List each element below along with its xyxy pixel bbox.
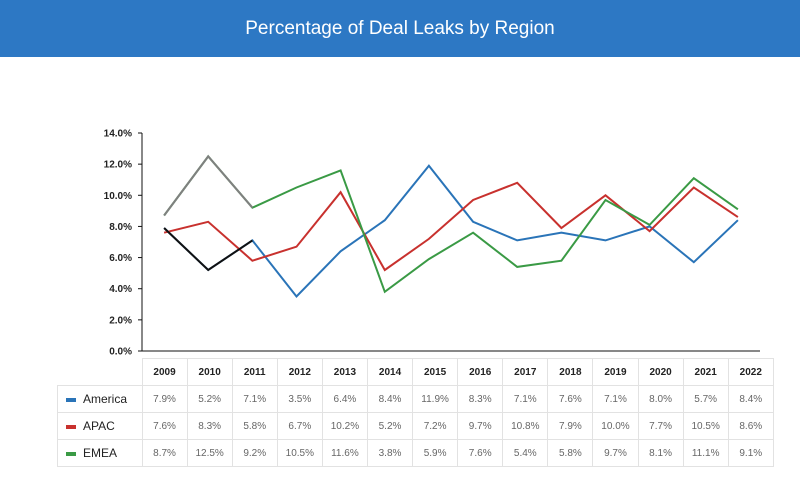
data-label: 8.4% [727, 385, 774, 413]
data-label: 8.3% [186, 412, 233, 440]
data-label: 11.6% [321, 439, 368, 467]
series-name: America [83, 392, 128, 406]
x-category-label: 2020 [637, 358, 684, 386]
chart-title: Percentage of Deal Leaks by Region [245, 17, 555, 39]
x-category-label: 2016 [457, 358, 504, 386]
y-tick-label: 2.0% [109, 315, 132, 326]
data-label: 10.8% [502, 412, 549, 440]
legend-swatch [66, 397, 76, 402]
legend-label: America [57, 385, 143, 413]
data-label: 10.5% [276, 439, 323, 467]
data-label: 7.2% [412, 412, 459, 440]
x-category-label: 2011 [231, 358, 278, 386]
x-category-label: 2012 [276, 358, 323, 386]
data-label: 8.3% [457, 385, 504, 413]
data-label: 10.5% [682, 412, 729, 440]
data-label: 11.1% [682, 439, 729, 467]
data-label: 8.4% [366, 385, 414, 413]
y-tick-label: 14.0% [104, 129, 132, 140]
table-header-row: 2009 2010 2011 2012 2013 2014 2015 2016 2017 2018… [57, 358, 774, 386]
legend-swatch [66, 451, 76, 456]
series-line-early-top [163, 154, 254, 217]
y-tick-label: 10.0% [104, 191, 132, 202]
title-banner: Percentage of Deal Leaks by Region [0, 0, 800, 57]
x-category-label: 2018 [547, 358, 594, 386]
table-row: America 7.9% 5.2% 7.1% 3.5% 6.4% 8.4% 11.9% 8.3%… [57, 385, 774, 413]
x-category-label: 2017 [502, 358, 549, 386]
y-tick-label: 6.0% [109, 253, 132, 264]
series-line-america [163, 164, 739, 299]
data-label: 9.2% [231, 439, 278, 467]
data-label: 8.7% [141, 439, 188, 467]
data-label: 7.1% [231, 385, 278, 413]
data-label: 7.7% [637, 412, 684, 440]
x-category-label: 2010 [186, 358, 233, 386]
data-label: 7.1% [592, 385, 639, 413]
data-label: 7.6% [141, 412, 188, 440]
data-label: 8.1% [637, 439, 684, 467]
legend-label: APAC [57, 412, 143, 440]
data-table: 2009 2010 2011 2012 2013 2014 2015 2016 2017 2018… [57, 358, 774, 467]
data-label: 9.7% [457, 412, 504, 440]
data-label: 7.9% [141, 385, 188, 413]
data-label: 10.0% [592, 412, 639, 440]
series-name: APAC [83, 419, 115, 433]
data-label: 5.7% [682, 385, 729, 413]
legend-label: EMEA [57, 439, 143, 467]
series-line-emea [163, 154, 739, 294]
y-tick-label: 0.0% [109, 347, 132, 358]
data-label: 5.4% [502, 439, 549, 467]
data-label: 5.2% [186, 385, 233, 413]
data-label: 5.8% [231, 412, 278, 440]
x-category-label: 2009 [141, 358, 188, 386]
data-label: 10.2% [321, 412, 368, 440]
data-label: 5.8% [547, 439, 594, 467]
data-label: 7.9% [547, 412, 594, 440]
line-chart: 0.0% 2.0% 4.0% 6.0% 8.0% 10.0% 12.0% 14.0% [104, 129, 760, 358]
x-category-label: 2013 [321, 358, 368, 386]
data-label: 7.6% [457, 439, 504, 467]
x-category-label: 2019 [592, 358, 639, 386]
series-name: EMEA [83, 446, 118, 460]
data-label: 12.5% [186, 439, 233, 467]
data-label: 3.8% [366, 439, 414, 467]
data-label: 6.4% [321, 385, 368, 413]
data-label: 5.9% [412, 439, 459, 467]
x-category-label: 2022 [727, 358, 774, 386]
data-label: 8.6% [727, 412, 774, 440]
x-category-label: 2015 [412, 358, 459, 386]
data-label: 5.2% [366, 412, 414, 440]
table-row: APAC 7.6% 8.3% 5.8% 6.7% 10.2% 5.2% 7.2% 9.7% 10.… [57, 412, 774, 440]
y-tick-label: 4.0% [109, 284, 132, 295]
data-label: 7.1% [502, 385, 549, 413]
series-line-apac [163, 181, 739, 272]
series-line-early-mid [163, 227, 253, 272]
data-label: 8.0% [637, 385, 684, 413]
data-label: 9.7% [592, 439, 639, 467]
table-corner [57, 358, 143, 386]
data-label: 11.9% [412, 385, 459, 413]
legend-swatch [66, 424, 76, 429]
data-label: 7.6% [547, 385, 594, 413]
data-label: 9.1% [727, 439, 774, 467]
x-category-label: 2014 [366, 358, 414, 386]
data-label: 3.5% [276, 385, 323, 413]
x-category-label: 2021 [682, 358, 729, 386]
table-row: EMEA 8.7% 12.5% 9.2% 10.5% 11.6% 3.8% 5.9% 7.6% 5… [57, 439, 774, 467]
y-tick-label: 12.0% [104, 160, 132, 171]
y-tick-label: 8.0% [109, 222, 132, 233]
data-label: 6.7% [276, 412, 323, 440]
